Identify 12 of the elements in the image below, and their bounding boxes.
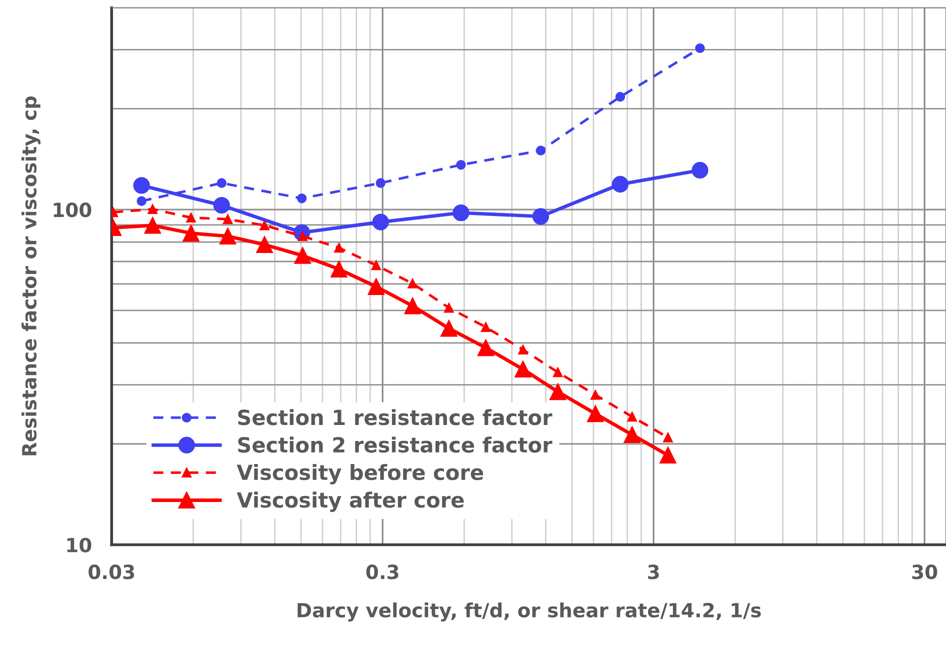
x-tick-label: 0.03	[88, 564, 134, 580]
legend-label: Section 1 resistance factor	[238, 409, 552, 426]
x-tick-label: 30	[912, 564, 938, 580]
y-tick-label: 100	[54, 202, 92, 218]
y-axis-title: Resistance factor or viscosity, cp	[22, 96, 40, 456]
y-tick-label: 10	[67, 538, 92, 552]
x-axis-title: Darcy velocity, ft/d, or shear rate/14.2, 1/s	[298, 602, 761, 622]
x-tick-label: 0.3	[366, 564, 398, 580]
legend-label: Viscosity after core	[236, 492, 464, 512]
legend-label: Viscosity before core	[236, 464, 484, 484]
x-tick-label: 3	[648, 564, 659, 580]
legend-label: Section 2 resistance factor	[238, 436, 552, 453]
